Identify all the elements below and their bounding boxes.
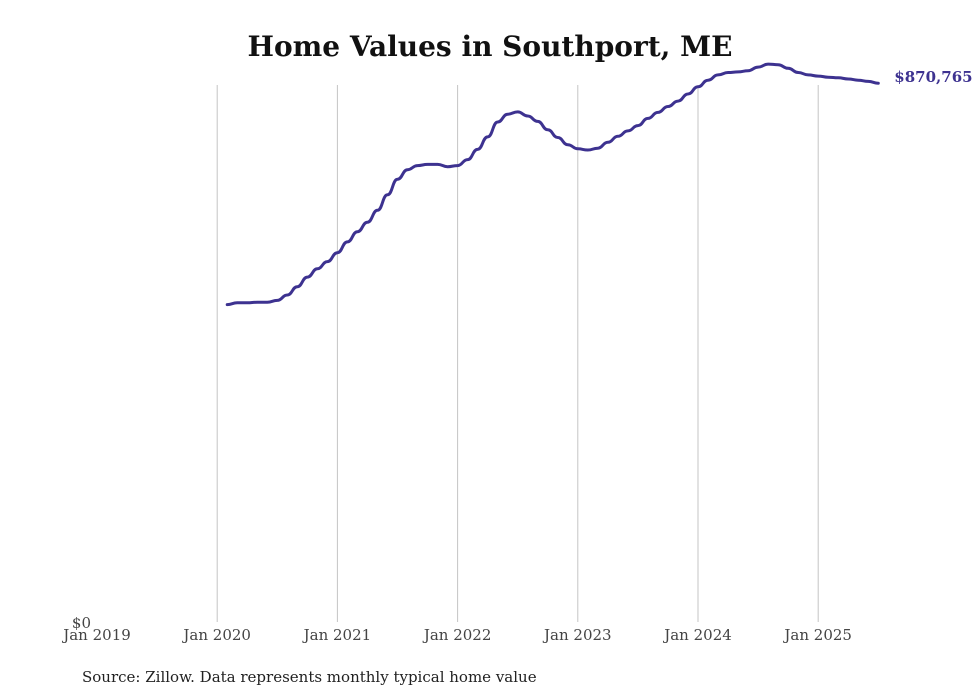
y-axis-tick-labels: $0 bbox=[72, 614, 91, 632]
vertical-gridlines bbox=[216, 85, 819, 622]
x-tick-label: Jan 2024 bbox=[662, 626, 732, 644]
source-note: Source: Zillow. Data represents monthly … bbox=[82, 668, 537, 686]
x-tick-label: Jan 2025 bbox=[782, 626, 852, 644]
x-tick-label: Jan 2019 bbox=[61, 626, 131, 644]
chart-title: Home Values in Southport, ME bbox=[247, 30, 733, 63]
x-axis-tick-labels: Jan 2019 Jan 2020 Jan 2021 Jan 2022 Jan 2023… bbox=[61, 626, 852, 644]
x-tick-label: Jan 2020 bbox=[181, 626, 251, 644]
latest-value-label: $870,765 bbox=[894, 68, 972, 86]
x-tick-label: Jan 2022 bbox=[422, 626, 492, 644]
x-tick-label: Jan 2023 bbox=[542, 626, 612, 644]
y-tick-label: $0 bbox=[72, 614, 91, 632]
home-value-line bbox=[225, 62, 880, 307]
x-tick-label: Jan 2021 bbox=[302, 626, 372, 644]
